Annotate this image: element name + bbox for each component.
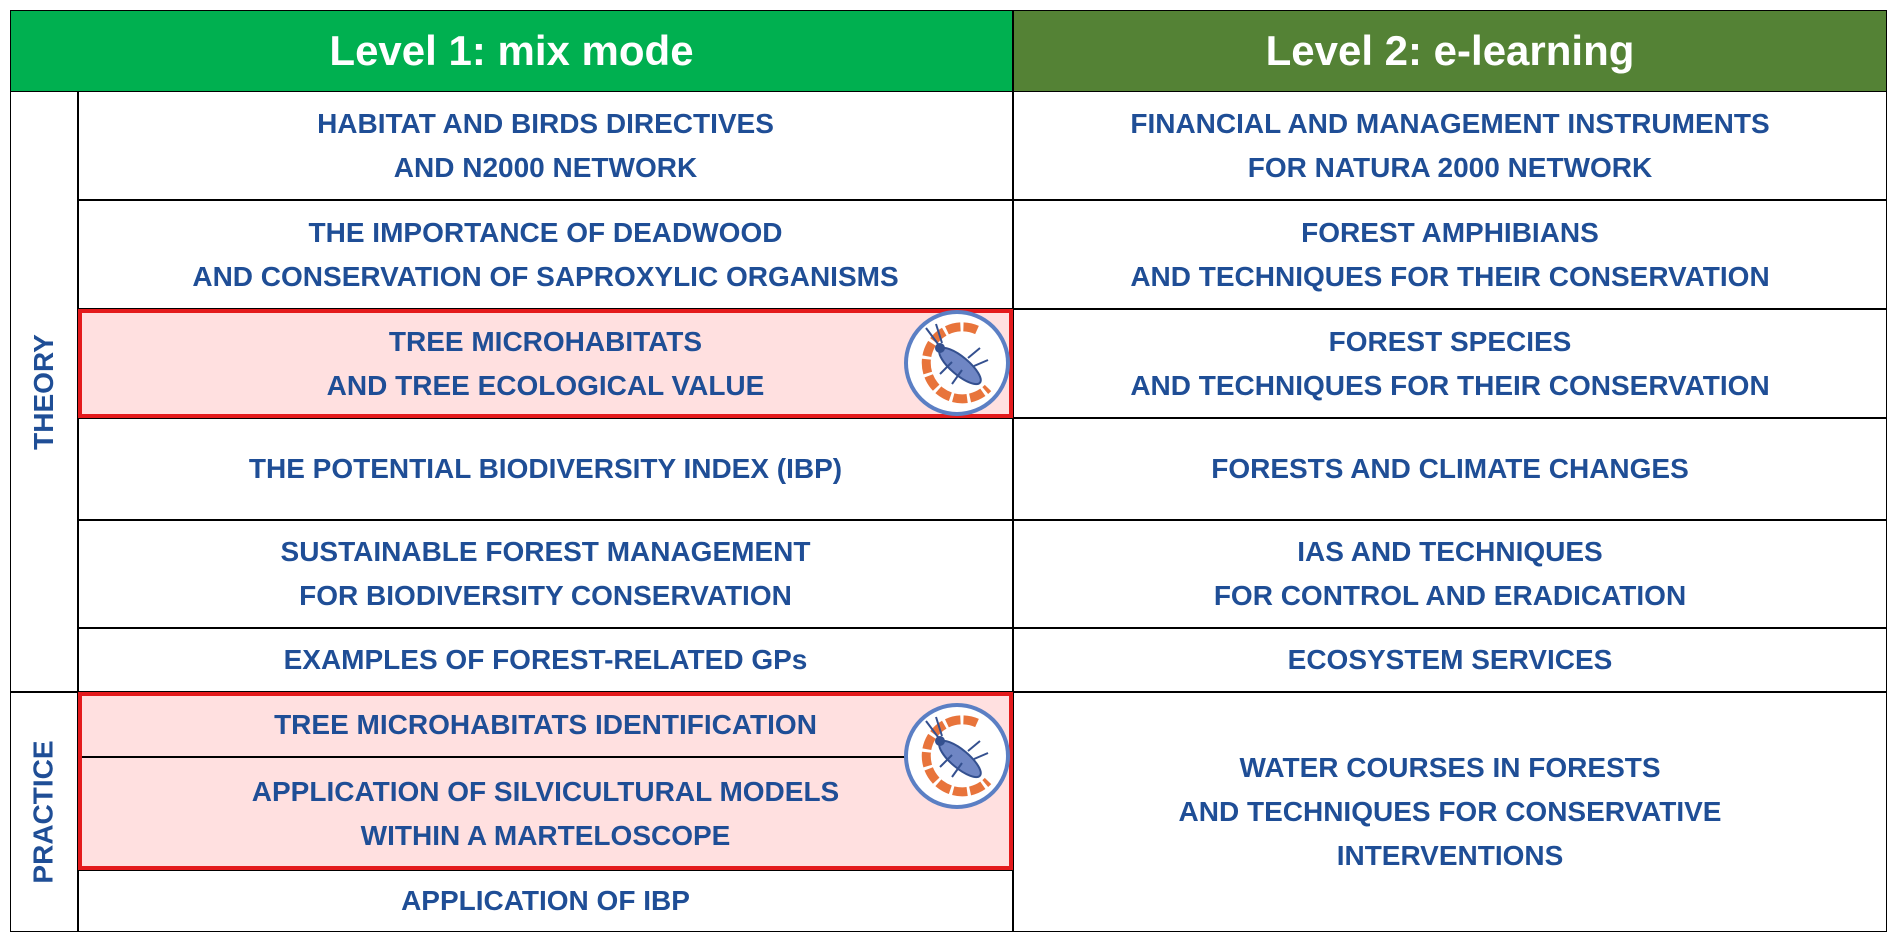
text-line: HABITAT AND BIRDS DIRECTIVES (317, 107, 774, 139)
practice-right: WATER COURSES IN FORESTS AND TECHNIQUES F… (1013, 692, 1887, 932)
text-line: AND TECHNIQUES FOR THEIR CONSERVATION (1130, 369, 1770, 401)
text-line: THE IMPORTANCE OF DEADWOOD (308, 216, 783, 248)
text-line: FORESTS AND CLIMATE CHANGES (1211, 453, 1689, 484)
text-line: FOREST AMPHIBIANS (1301, 216, 1599, 248)
theory-left: THE POTENTIAL BIODIVERSITY INDEX (IBP) (78, 418, 1013, 520)
text-line: EXAMPLES OF FOREST-RELATED GPs (283, 644, 808, 675)
text-line: Level 2: e-learning (1265, 27, 1635, 74)
text-line: APPLICATION OF SILVICULTURAL MODELS (251, 775, 840, 807)
theory-left: HABITAT AND BIRDS DIRECTIVES AND N2000 NE… (78, 91, 1013, 200)
text-line: FINANCIAL AND MANAGEMENT INSTRUMENTS (1130, 107, 1770, 139)
theory-right: IAS AND TECHNIQUES FOR CONTROL AND ERADIC… (1013, 520, 1887, 628)
text-line: APPLICATION OF IBP (401, 885, 690, 916)
theory-left: TREE MICROHABITATS AND TREE ECOLOGICAL VA… (78, 309, 1013, 418)
text-line: TREE MICROHABITATS (388, 325, 703, 357)
beetle-logo (904, 703, 1010, 809)
theory-left: SUSTAINABLE FOREST MANAGEMENT FOR BIODIVE… (78, 520, 1013, 628)
text-line: INTERVENTIONS (1336, 840, 1564, 871)
text-line: SUSTAINABLE FOREST MANAGEMENT (280, 536, 811, 567)
header-level1: Level 1: mix mode (10, 10, 1013, 92)
text-line: ECOSYSTEM SERVICES (1287, 644, 1613, 675)
text-line: AND N2000 NETWORK (393, 151, 698, 183)
side-label: PRACTICE (10, 692, 78, 932)
text-line: IAS AND TECHNIQUES (1297, 536, 1603, 567)
theory-left: THE IMPORTANCE OF DEADWOOD AND CONSERVATI… (78, 200, 1013, 309)
text-line: FOR CONTROL AND ERADICATION (1213, 580, 1687, 611)
practice-left: APPLICATION OF SILVICULTURAL MODELS WITHI… (78, 757, 1013, 870)
practice-left: APPLICATION OF IBP (78, 870, 1013, 932)
text-line: TREE MICROHABITATS IDENTIFICATION (274, 708, 817, 740)
text-line: AND TECHNIQUES FOR CONSERVATIVE (1178, 796, 1722, 827)
theory-right: FINANCIAL AND MANAGEMENT INSTRUMENTS FOR … (1013, 91, 1887, 200)
text-line: AND TECHNIQUES FOR THEIR CONSERVATION (1130, 260, 1770, 292)
text-line: FOR NATURA 2000 NETWORK (1247, 151, 1653, 183)
practice-left: TREE MICROHABITATS IDENTIFICATION (78, 692, 1013, 757)
text-line: FOR BIODIVERSITY CONSERVATION (299, 580, 792, 611)
side-label: THEORY (10, 91, 78, 692)
text-line: THE POTENTIAL BIODIVERSITY INDEX (IBP) (248, 453, 843, 484)
theory-right: FORESTS AND CLIMATE CHANGES (1013, 418, 1887, 520)
text-line: AND TREE ECOLOGICAL VALUE (326, 369, 765, 401)
header-level2: Level 2: e-learning (1013, 10, 1887, 92)
theory-left: EXAMPLES OF FOREST-RELATED GPs (78, 628, 1013, 692)
text-line: WATER COURSES IN FORESTS (1239, 752, 1661, 783)
theory-right: ECOSYSTEM SERVICES (1013, 628, 1887, 692)
text-line: THEORY (28, 333, 60, 450)
text-line: AND CONSERVATION OF SAPROXYLIC ORGANISMS (192, 260, 899, 292)
text-line: FOREST SPECIES (1328, 325, 1572, 357)
theory-right: FOREST AMPHIBIANS AND TECHNIQUES FOR THEI… (1013, 200, 1887, 309)
text-line: PRACTICE (28, 740, 59, 884)
beetle-logo (904, 310, 1010, 416)
theory-right: FOREST SPECIES AND TECHNIQUES FOR THEIR C… (1013, 309, 1887, 418)
text-line: WITHIN A MARTELOSCOPE (360, 819, 731, 851)
text-line: Level 1: mix mode (329, 27, 694, 74)
